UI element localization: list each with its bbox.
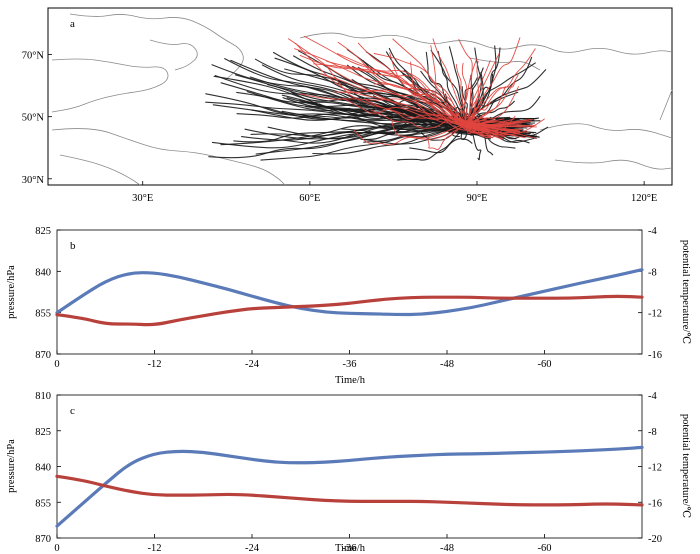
panel-a-label: a [70, 18, 75, 30]
x-tick-label: -24 [245, 543, 260, 554]
trajectory-red [357, 42, 515, 132]
x-tick-label: -36 [343, 543, 357, 554]
panel-c: c Time/h pressure/hPa potential temperat… [6, 391, 691, 554]
trajectory-red [465, 86, 519, 131]
potential-temperature-line [55, 474, 644, 507]
panel-c-ylabel-right: potential temperature/℃ [680, 414, 691, 518]
y-right-tick-label: -20 [648, 534, 662, 545]
y-right-tick-label: -8 [648, 267, 657, 278]
coastline [59, 154, 141, 186]
trajectory-red [392, 38, 483, 123]
coastline [539, 123, 673, 139]
x-tick-label: -12 [148, 359, 162, 370]
trajectory-red [365, 99, 523, 131]
panel-b-xlabel: Time/h [335, 375, 366, 386]
trajectory-red [390, 118, 526, 140]
y-left-tick-label: 870 [35, 534, 51, 545]
x-tick-label: -60 [538, 543, 552, 554]
map-x-ticks: 30°E 60°E 90°E 120°E [132, 181, 657, 204]
panel-c-frame [56, 394, 643, 539]
panel-b: b Time/h pressure/hPa potential temperat… [6, 226, 691, 386]
pressure-line [55, 268, 644, 317]
trajectory-red [337, 41, 496, 128]
panel-a: a 30°E 60°E 90°E 120°E 70°N 50°N 30°N [22, 7, 673, 204]
panel-b-ylabel-right: potential temperature/℃ [680, 240, 691, 344]
y-left-tick-label: 870 [35, 350, 51, 361]
trajectory-red [461, 62, 521, 133]
panel-c-xlabel: Time/h [335, 543, 366, 554]
x-tick-label: -48 [440, 359, 454, 370]
trajectories [205, 35, 549, 161]
x-tick-label: -12 [148, 543, 162, 554]
map-y-tick-label: 30°N [22, 175, 45, 186]
y-right-tick-label: -12 [648, 463, 662, 474]
panel-c-ylabel-left: pressure/hPa [6, 439, 17, 493]
coastlines [51, 13, 673, 186]
coastline [51, 128, 286, 186]
coastline [554, 159, 673, 170]
panel-b-frame [56, 229, 643, 355]
trajectory-black [233, 120, 494, 143]
y-left-tick-label: 855 [35, 309, 51, 320]
y-left-tick-label: 840 [35, 463, 51, 474]
pressure-line [55, 445, 644, 528]
trajectory-red [465, 74, 519, 131]
x-tick-label: 0 [54, 359, 59, 370]
y-right-tick-label: -12 [648, 309, 662, 320]
trajectory-red [467, 118, 545, 139]
trajectory-black [397, 124, 504, 161]
x-tick-label: 0 [54, 543, 59, 554]
coastline [659, 89, 673, 121]
y-right-tick-label: -4 [648, 391, 657, 402]
trajectory-red [294, 48, 515, 131]
y-right-tick-label: -8 [648, 427, 657, 438]
coastline [51, 58, 169, 113]
map-y-tick-label: 70°N [22, 51, 45, 62]
trajectory-red [469, 81, 516, 125]
trajectory-red [410, 61, 486, 137]
x-tick-label: -60 [538, 359, 552, 370]
y-right-tick-label: -4 [648, 226, 657, 237]
x-tick-label: -24 [245, 359, 260, 370]
panel-c-label: c [70, 405, 75, 417]
trajectory-black [302, 114, 510, 133]
trajectory-black [304, 106, 483, 125]
map-x-tick-label: 90°E [466, 193, 487, 204]
coastline [299, 32, 673, 55]
trajectory-black [255, 126, 533, 155]
y-left-tick-label: 825 [35, 226, 51, 237]
map-x-tick-label: 120°E [631, 193, 657, 204]
map-x-tick-label: 60°E [299, 193, 320, 204]
potential-temperature-line [55, 294, 644, 327]
map-y-ticks: 70°N 50°N 30°N [22, 51, 52, 186]
y-left-tick-label: 855 [35, 498, 51, 509]
trajectory-red [303, 35, 509, 124]
trajectory-red [458, 38, 516, 137]
trajectory-red [466, 101, 522, 128]
panel-b-label: b [70, 240, 76, 252]
map-y-tick-label: 50°N [22, 113, 45, 124]
trajectory-red [432, 38, 505, 125]
x-tick-label: -48 [440, 543, 454, 554]
x-tick-label: -36 [343, 359, 357, 370]
coastline [469, 57, 541, 71]
y-right-tick-label: -16 [648, 350, 662, 361]
y-right-tick-label: -16 [648, 498, 662, 509]
trajectory-red [319, 73, 494, 126]
y-left-tick-label: 825 [35, 427, 51, 438]
coastline [149, 39, 198, 71]
panel-b-ylabel-left: pressure/hPa [6, 265, 17, 319]
coastline [69, 13, 244, 81]
map-x-tick-label: 30°E [132, 193, 153, 204]
trajectory-black [409, 121, 486, 154]
y-left-tick-label: 840 [35, 267, 51, 278]
y-left-tick-label: 810 [35, 391, 51, 402]
